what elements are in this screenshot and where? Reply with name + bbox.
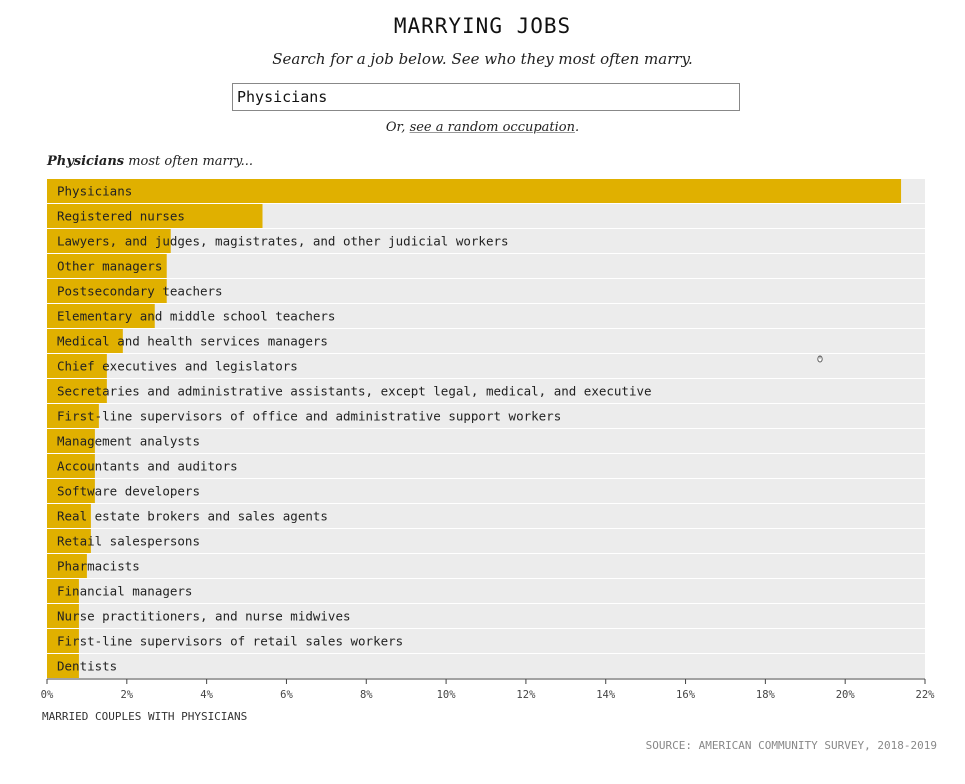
page-subtitle: Search for a job below. See who they mos… [272, 50, 693, 68]
bar-label: Software developers [57, 484, 200, 499]
bar [47, 404, 99, 428]
bar [47, 579, 79, 603]
bar-label: First-line supervisors of retail sales w… [57, 634, 403, 649]
bar-track [47, 304, 925, 328]
x-tick-label: 22% [916, 689, 936, 701]
x-tick-label: 8% [360, 689, 373, 701]
search-input[interactable] [233, 84, 739, 110]
bar [47, 454, 95, 478]
bar-label: Management analysts [57, 434, 200, 449]
bar [47, 179, 902, 203]
x-tick-label: 18% [756, 689, 776, 701]
bar [47, 329, 123, 353]
bar-label: Elementary and middle school teachers [57, 309, 335, 324]
bar-track [47, 229, 925, 253]
search-box[interactable] [232, 83, 740, 111]
bar [47, 254, 167, 278]
bar-label: Nurse practitioners, and nurse midwives [57, 609, 351, 624]
bar [47, 629, 79, 653]
bar-track [47, 254, 925, 278]
x-tick-label: 6% [280, 689, 293, 701]
bar [47, 304, 155, 328]
bar [47, 654, 79, 678]
bar-track [47, 654, 925, 678]
bar-track [47, 529, 925, 553]
bar-track [47, 329, 925, 353]
random-suffix: . [575, 120, 580, 135]
bar-track [47, 579, 925, 603]
x-tick-label: 14% [596, 689, 616, 701]
bar-track [47, 429, 925, 453]
x-axis-title: MARRIED COUPLES WITH PHYSICIANS [42, 710, 248, 723]
bar [47, 204, 263, 228]
bar-label: Physicians [57, 184, 132, 199]
bar [47, 354, 107, 378]
x-tick-label: 12% [516, 689, 536, 701]
bar-label: Postsecondary teachers [57, 284, 223, 299]
bar-label: Accountants and auditors [57, 459, 238, 474]
bar-track [47, 404, 925, 428]
bar-label: Retail salespersons [57, 534, 200, 549]
bar-label: Lawyers, and judges, magistrates, and ot… [57, 234, 509, 249]
x-tick-label: 2% [120, 689, 133, 701]
chart-heading-job: Physicians [47, 154, 125, 169]
bar-track [47, 479, 925, 503]
bar [47, 279, 167, 303]
bar-label: Medical and health services managers [57, 334, 328, 349]
bar-track [47, 604, 925, 628]
bar-label: Chief executives and legislators [57, 359, 298, 374]
bar-track [47, 504, 925, 528]
bar [47, 529, 91, 553]
random-occupation-line: Or, see a random occupation. [0, 120, 965, 135]
bar-label: Real estate brokers and sales agents [57, 509, 328, 524]
page-title: MARRYING JOBS [393, 14, 572, 38]
bar [47, 479, 95, 503]
bar-track [47, 629, 925, 653]
bar-label: Dentists [57, 659, 117, 674]
random-prefix: Or, [385, 120, 410, 135]
source-note: SOURCE: AMERICAN COMMUNITY SURVEY, 2018-… [645, 739, 937, 752]
bar [47, 554, 87, 578]
bar [47, 504, 91, 528]
x-tick-label: 10% [437, 689, 457, 701]
chart-heading: Physicians most often marry... [47, 154, 253, 169]
bar-label: Registered nurses [57, 209, 185, 224]
x-tick-label: 20% [836, 689, 856, 701]
x-tick-label: 16% [676, 689, 696, 701]
bar-track [47, 279, 925, 303]
mouse-pointer-icon [817, 355, 823, 363]
random-occupation-link[interactable]: see a random occupation [409, 120, 575, 135]
bar [47, 604, 79, 628]
x-tick-label: 4% [200, 689, 213, 701]
bar-track [47, 379, 925, 403]
bar [47, 429, 95, 453]
bar-label: Pharmacists [57, 559, 140, 574]
x-tick-label: 0% [41, 689, 54, 701]
bar-label: Financial managers [57, 584, 192, 599]
bar [47, 379, 107, 403]
bar-track [47, 454, 925, 478]
bar-label: Secretaries and administrative assistant… [57, 384, 652, 399]
bar-label: First-line supervisors of office and adm… [57, 409, 561, 424]
chart-heading-rest: most often marry... [124, 154, 253, 169]
bar-track [47, 354, 925, 378]
bar-track [47, 554, 925, 578]
bar-label: Other managers [57, 259, 162, 274]
bar [47, 229, 171, 253]
